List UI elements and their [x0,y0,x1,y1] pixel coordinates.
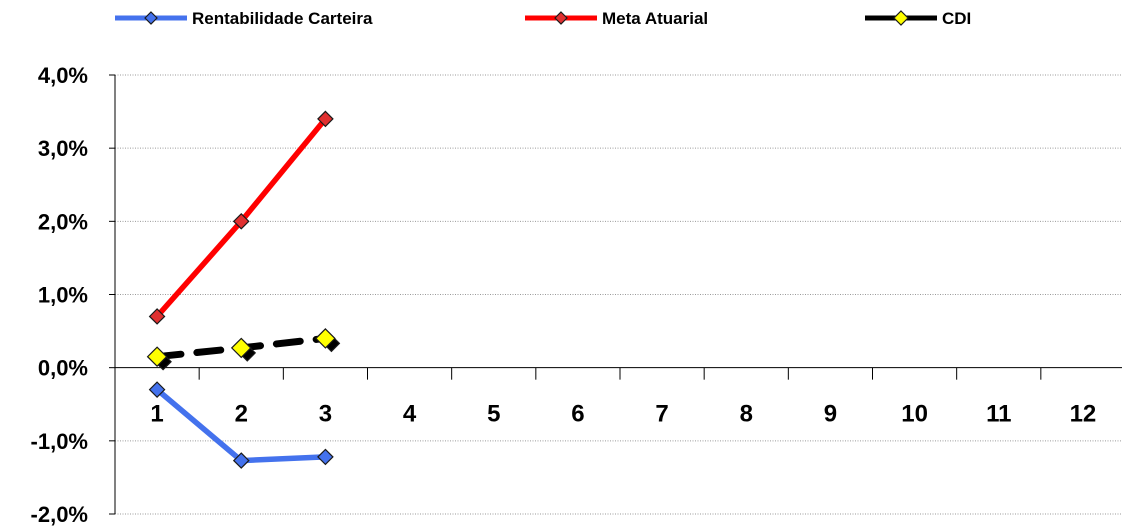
legend-label: Meta Atuarial [602,9,708,28]
y-tick-label: 4,0% [38,63,88,88]
gridlines [115,74,1122,515]
legend-label: Rentabilidade Carteira [192,9,373,28]
y-tick-label: 3,0% [38,136,88,161]
x-tick-label: 7 [655,401,668,428]
legend: Rentabilidade Carteira Meta Atuarial CDI [115,9,971,28]
series-cdi [146,328,341,371]
data-point [317,110,334,128]
series-rentabilidade-carteira [148,381,334,469]
x-tick-label: 8 [740,401,753,428]
x-tick-label: 2 [235,401,248,428]
axes [109,74,1122,515]
y-tick-label: 2,0% [38,209,88,234]
data-point [148,308,166,325]
y-tick-label: 0,0% [38,356,88,381]
legend-item: Meta Atuarial [525,9,708,28]
legend-item: CDI [865,9,971,28]
data-point [146,346,168,368]
x-tick-label: 5 [487,401,500,428]
data-point [232,212,250,230]
legend-marker-icon [554,11,568,25]
series-meta-atuarial [148,110,334,325]
legend-marker-icon [144,11,158,25]
x-tick-label: 6 [571,401,584,428]
legend-marker-icon [893,10,909,26]
x-tick-label: 4 [403,401,417,428]
y-tick-label: -1,0% [31,429,88,454]
data-point [315,328,336,349]
data-point [232,452,250,469]
y-tick-label: -2,0% [31,502,88,526]
legend-label: CDI [942,9,971,28]
series-lines [146,110,341,469]
x-tick-label: 1 [150,401,163,428]
data-point [148,381,166,398]
y-axis-tick-labels: -2,0% -1,0% 0,0% 1,0% 2,0% 3,0% 4,0% [31,63,88,526]
x-tick-label: 3 [319,401,332,428]
data-point [317,448,334,466]
x-tick-label: 10 [901,401,928,428]
data-point [230,337,252,359]
x-axis-tick-labels: 1 2 3 4 5 6 7 8 9 10 11 12 [150,401,1096,428]
y-tick-label: 1,0% [38,283,88,308]
x-tick-label: 11 [986,401,1011,428]
x-tick-label: 9 [824,401,837,428]
legend-item: Rentabilidade Carteira [115,9,373,28]
x-tick-label: 12 [1070,401,1097,428]
